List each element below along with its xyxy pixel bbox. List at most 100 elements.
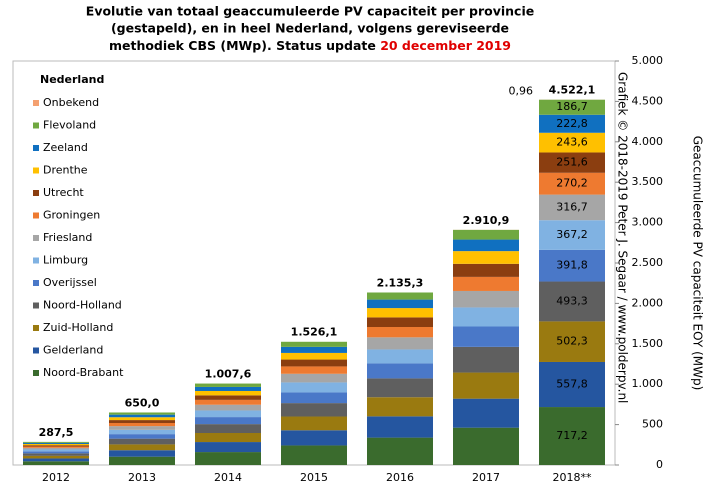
total-label: 650,0 [125,396,160,409]
bar-segment [453,398,519,428]
chart-title-part: methodiek CBS (MWp). Status update [109,38,376,53]
bar-segment [539,99,605,115]
x-tick-label: 2015 [300,471,328,484]
y-axis-label: Geaccumuleerde PV capaciteit EOY (MWp) [691,136,705,391]
legend-swatch [33,122,39,129]
bar-segment [453,372,519,399]
bar-segment [367,317,433,327]
bar-segment [195,424,261,434]
value-label: 493,3 [556,294,588,307]
bar-segment [539,407,605,465]
bar-segment [453,307,519,327]
value-label: 0,96 [509,85,534,98]
bar-segment [23,455,89,459]
bar-segment [109,438,175,445]
bar-segment [453,346,519,373]
legend-swatch [33,167,39,174]
value-label: 557,8 [556,378,588,391]
bar-segment [539,249,605,282]
bar-segment [367,292,433,300]
total-label: 4.522,1 [549,84,596,97]
legend-label: Utrecht [43,186,84,199]
bar-segment [23,445,89,447]
bar-segment [109,456,175,465]
bar-segment [281,403,347,417]
chart-title: (gestapeld), en in heel Nederland, volge… [111,21,509,36]
bar-segment [23,442,89,444]
bar-segment [23,458,89,462]
bar-segment [23,447,89,450]
legend-swatch [33,257,39,264]
bar-segment [281,445,347,465]
bar-segment [23,441,89,443]
bar-segment [367,437,433,465]
bar-segment [195,395,261,400]
credit: Grafiek © 2018-2019 Peter J. Segaar / ww… [616,72,630,403]
bar-segment [109,434,175,439]
bar-segment [539,172,605,195]
bar-segment [367,416,433,438]
x-tick-label: 2016 [386,471,414,484]
bar-segment [23,451,89,454]
value-label: 270,2 [556,177,588,190]
bar-segment [195,442,261,453]
bar-segment [281,430,347,446]
bar-segment [109,426,175,430]
bar-segment [109,444,175,451]
total-label: 287,5 [39,426,74,439]
y-tick-label: 2.500 [632,256,664,269]
legend-label: Noord-Holland [43,299,122,312]
legend-swatch [33,347,39,354]
chart-title-date: 20 december 2019 [380,38,511,53]
legend-label: Zeeland [43,141,88,154]
bar-segment [23,461,89,465]
y-tick-label: 2.000 [632,296,664,309]
legend-label: Zuid-Holland [43,321,113,334]
bar-segment [109,429,175,435]
legend-swatch [33,235,39,241]
bar-segment [281,341,347,347]
legend-swatch [33,145,39,151]
bar-segment [539,194,605,221]
value-label: 502,3 [556,335,588,348]
total-label: 2.135,3 [377,276,424,289]
value-label: 222,8 [556,117,588,130]
bar-segment [109,417,175,421]
bar-segment [23,443,89,446]
y-tick-label: 3.000 [632,216,664,229]
total-label: 1.007,6 [205,368,252,381]
bar-segment [367,308,433,318]
bar-segment [453,326,519,347]
legend-swatch [33,212,39,219]
x-tick-label: 2012 [42,471,70,484]
bar-segment [539,152,605,173]
value-label: 186,7 [556,100,588,113]
bar-segment [367,299,433,309]
chart-title: Evolutie van totaal geaccumuleerde PV ca… [86,4,534,19]
bar-segment [195,390,261,396]
bar-segment [195,410,261,418]
bar-segment [281,352,347,360]
y-tick-label: 1.000 [632,377,664,390]
legend-swatch [33,100,39,106]
bar-segment [539,361,605,408]
total-label: 2.910,9 [463,214,510,227]
bar-segment [109,450,175,457]
legend-title: Nederland [40,73,104,86]
bar-segment [195,452,261,465]
chart-title: methodiek CBS (MWp). Status update 20 de… [109,38,511,53]
bar-segment [281,359,347,367]
bar-segment [367,363,433,379]
y-tick-label: 4.500 [632,94,664,107]
y-tick-label: 4.000 [632,135,664,148]
bar-segment [23,449,89,452]
bar-segment [195,417,261,425]
x-tick-label: 2018** [553,471,592,484]
y-tick-label: 5.000 [632,54,664,67]
legend-swatch [33,190,39,196]
bar-segment [195,383,261,387]
bar-segment [367,337,433,350]
bar-segment [281,366,347,374]
y-tick-label: 1.500 [632,337,664,350]
bar-segment [195,433,261,443]
